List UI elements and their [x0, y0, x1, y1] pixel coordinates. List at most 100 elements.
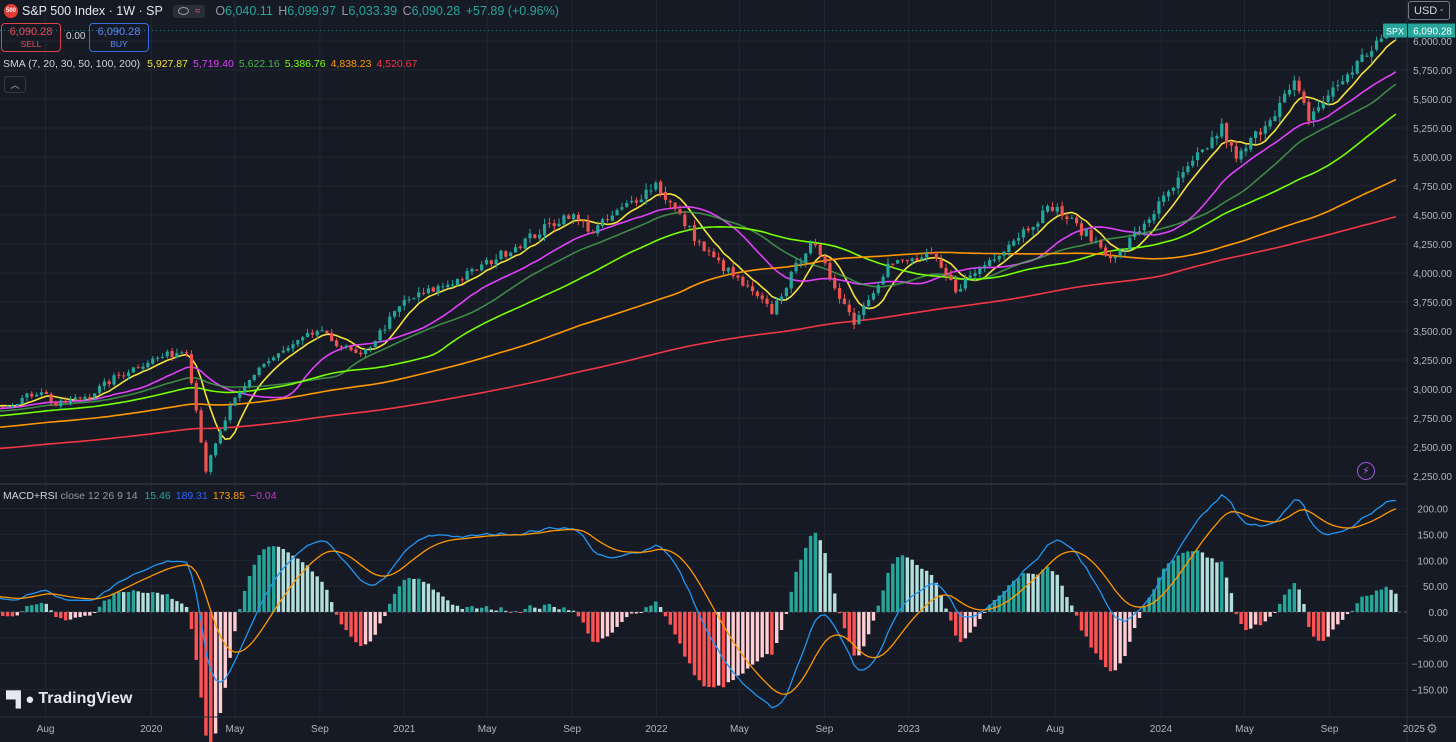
sma-200-line: [0, 216, 1397, 450]
candle: [315, 329, 319, 339]
symbol-tag-bg: [1383, 23, 1407, 38]
candle: [286, 345, 290, 353]
candle: [881, 273, 885, 285]
symbol-title[interactable]: S&P 500 Index · 1W · SP: [22, 4, 163, 18]
candle: [407, 295, 411, 304]
candle: [10, 403, 15, 409]
sell-button[interactable]: 6,090.28 SELL: [1, 23, 61, 52]
macd-bar: [765, 612, 769, 655]
macd-bar: [1070, 605, 1074, 612]
macd-bar: [213, 612, 218, 734]
macd-bar: [204, 612, 208, 736]
macd-bar: [407, 578, 411, 612]
candle: [692, 220, 697, 246]
macd-bar: [1113, 612, 1118, 671]
candle: [165, 349, 169, 359]
macd-legend[interactable]: MACD+RSI close 12 26 9 14 15.46 189.31 173…: [3, 490, 282, 502]
candle: [15, 403, 19, 408]
candle: [151, 356, 155, 365]
macd-bar: [576, 612, 581, 617]
candle: [823, 254, 827, 266]
candle: [170, 348, 174, 362]
lightning-icon[interactable]: ⚡: [1357, 462, 1375, 480]
candle: [422, 287, 426, 296]
candle: [39, 388, 44, 397]
macd-bar: [513, 610, 518, 612]
candle: [412, 297, 416, 300]
candle: [750, 281, 755, 296]
currency-value: USD: [1414, 4, 1438, 17]
candle: [509, 251, 513, 259]
macd-bar: [712, 612, 716, 688]
buy-button[interactable]: 6,090.28 BUY: [89, 23, 149, 52]
macd-bar: [383, 612, 387, 617]
symbol-tag: SPX: [1386, 27, 1404, 37]
candle: [252, 374, 256, 382]
tradingview-logo[interactable]: ▀▌● TradingView: [6, 690, 132, 708]
macd-bar: [1350, 610, 1355, 612]
candle: [721, 257, 726, 277]
candle: [1181, 166, 1185, 183]
candle: [44, 389, 48, 395]
high-value: 6,099.97: [287, 4, 336, 18]
candle: [1365, 52, 1369, 58]
gear-icon[interactable]: ⚙: [1426, 721, 1438, 736]
macd-bar: [649, 605, 653, 612]
macd-bar: [600, 612, 605, 639]
candle: [968, 270, 972, 279]
eye-icon[interactable]: [177, 7, 189, 15]
macd-bar: [900, 555, 905, 612]
macd-bar: [862, 612, 866, 647]
collapse-legend-button[interactable]: ︿: [4, 76, 26, 93]
candle: [615, 208, 619, 216]
candle: [1374, 36, 1379, 52]
price-tick-label: 5,250.00: [1413, 124, 1452, 135]
macd-bar: [929, 574, 934, 612]
macd-bar: [1258, 612, 1263, 626]
macd-bar: [73, 612, 78, 618]
macd-value-2: 173.85: [212, 490, 245, 502]
candle: [470, 267, 474, 276]
macd-bar: [1215, 562, 1219, 612]
macd-bar: [886, 572, 890, 612]
macd-bar: [1157, 577, 1161, 612]
macd-bar: [770, 612, 774, 655]
wave-icon[interactable]: ≈: [194, 5, 201, 17]
candle: [1123, 248, 1127, 257]
candle: [349, 345, 353, 352]
time-tick-label: 2024: [1150, 724, 1173, 735]
candle: [184, 349, 189, 357]
macd-bar: [837, 612, 842, 614]
candle: [954, 275, 958, 294]
candle: [1176, 170, 1180, 195]
sma-value-5: 4,520.67: [376, 58, 418, 70]
sma-legend[interactable]: SMA (7, 20, 30, 50, 100, 200) 5,927.87 5,…: [3, 58, 422, 70]
macd-bar: [484, 606, 489, 612]
macd-bar: [349, 612, 353, 637]
macd-bar: [286, 552, 290, 612]
currency-select[interactable]: USD ⌄: [1408, 1, 1450, 20]
candle: [775, 297, 779, 316]
macd-bar: [1195, 550, 1200, 612]
macd-bar: [257, 555, 261, 612]
macd-bar: [354, 612, 358, 643]
candle: [131, 367, 135, 373]
candle: [1137, 226, 1142, 236]
macd-bar: [296, 558, 300, 612]
candle: [789, 270, 793, 294]
macd-bar: [160, 594, 165, 612]
visibility-toggle[interactable]: ≈: [172, 4, 206, 18]
macd-bar: [915, 564, 919, 612]
macd-bar: [871, 612, 876, 621]
candle: [1244, 144, 1248, 157]
candle: [523, 237, 527, 252]
candle: [272, 355, 276, 362]
macd-bar: [1220, 561, 1224, 612]
candle: [1152, 210, 1156, 225]
macd-bar: [518, 612, 523, 613]
candle: [1, 405, 5, 408]
candle: [301, 336, 305, 345]
candle: [1195, 147, 1200, 167]
macd-bar: [542, 604, 547, 612]
